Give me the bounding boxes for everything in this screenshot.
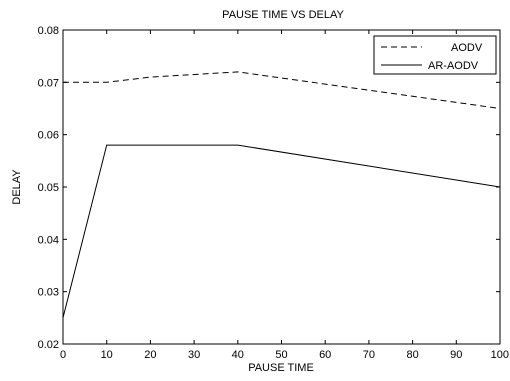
x-tick-label: 90	[450, 349, 462, 361]
legend-label-ar-aodv: AR-AODV	[428, 60, 479, 72]
x-tick-label: 70	[363, 349, 375, 361]
chart-title: PAUSE TIME VS DELAY	[222, 9, 344, 21]
x-tick-label: 80	[406, 349, 418, 361]
x-tick-label: 40	[232, 349, 244, 361]
x-tick-label: 20	[144, 349, 156, 361]
y-tick-label: 0.06	[38, 130, 59, 142]
x-tick-label: 60	[319, 349, 331, 361]
x-tick-label: 0	[60, 349, 66, 361]
x-tick-label: 50	[275, 349, 287, 361]
y-tick-label: 0.02	[38, 339, 59, 351]
y-tick-label: 0.05	[38, 182, 59, 194]
y-tick-label: 0.03	[38, 287, 59, 299]
plot-frame	[62, 29, 501, 345]
legend-box	[373, 35, 497, 75]
legend: AODV AR-AODV	[373, 35, 497, 75]
x-axis: 0 10 20 30 40 50 60 70 80 90 100	[60, 30, 509, 361]
series-line-ar-aodv	[62, 144, 501, 318]
x-tick-label: 10	[101, 349, 113, 361]
x-tick-label: 30	[188, 349, 200, 361]
y-tick-label: 0.08	[38, 25, 59, 37]
legend-label-aodv: AODV	[451, 42, 483, 54]
y-axis-label: DELAY	[11, 169, 23, 205]
series-layer	[62, 71, 501, 318]
y-tick-label: 0.07	[38, 77, 59, 89]
x-tick-label: 100	[491, 349, 509, 361]
y-tick-label: 0.04	[38, 234, 59, 246]
series-line-aodv	[63, 71, 501, 109]
x-axis-label: PAUSE TIME	[248, 362, 314, 374]
